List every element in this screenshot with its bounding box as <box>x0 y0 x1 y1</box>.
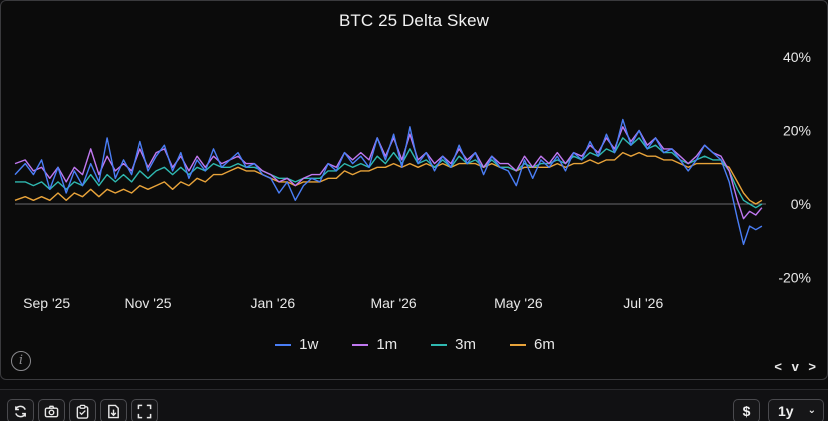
chevron-down-icon: ⌄ <box>807 405 816 416</box>
chart-svg: 40% 20% 0% -20% Sep '25 Nov '25 Jan '26 Mar '26… <box>14 49 811 311</box>
download-button[interactable] <box>100 399 127 421</box>
legend-label: 1w <box>299 336 319 353</box>
legend-label: 3m <box>455 336 477 353</box>
refresh-icon <box>15 405 26 417</box>
chart-legend: 1w 1m 3m 6m <box>1 336 828 353</box>
info-icon[interactable]: i <box>11 351 31 371</box>
legend-label: 6m <box>534 336 555 353</box>
legend-label: 1m <box>376 336 398 353</box>
series-line-3m <box>15 137 763 209</box>
x-tick-label: Mar '26 <box>370 295 416 311</box>
screenshot-button[interactable] <box>38 399 65 421</box>
legend-swatch <box>510 343 527 346</box>
x-tick-label: Sep '25 <box>23 295 70 311</box>
x-tick-label: Jul '26 <box>623 295 663 311</box>
chart-panel: BTC 25 Delta Skew 40% 20% 0% -20% Sep '25 Nov… <box>0 0 828 380</box>
legend-nav-arrows[interactable]: < v > <box>774 359 819 374</box>
y-tick-label: 40% <box>783 49 811 65</box>
currency-toggle-button[interactable]: $ <box>733 399 760 421</box>
chart-toolbar: $ 1y ⌄ <box>0 389 828 421</box>
clipboard-icon <box>76 404 89 419</box>
refresh-button[interactable] <box>7 399 34 421</box>
legend-item-1m[interactable]: 1m <box>352 336 397 353</box>
download-file-icon <box>108 404 119 418</box>
range-select[interactable]: 1y ⌄ <box>768 399 824 421</box>
fullscreen-button[interactable] <box>131 399 158 421</box>
y-tick-label: 0% <box>791 196 811 212</box>
x-tick-label: May '26 <box>494 295 543 311</box>
legend-swatch <box>431 343 448 346</box>
legend-item-6m[interactable]: 6m <box>510 336 555 353</box>
x-tick-label: Jan '26 <box>250 295 295 311</box>
y-tick-label: -20% <box>778 270 811 286</box>
y-tick-label: 20% <box>783 123 811 139</box>
copy-button[interactable] <box>69 399 96 421</box>
series-line-1w <box>14 118 763 246</box>
camera-icon <box>44 405 59 417</box>
fullscreen-icon <box>137 404 152 418</box>
legend-item-1w[interactable]: 1w <box>275 336 318 353</box>
series-line-6m <box>14 151 763 205</box>
series-line-1m <box>14 126 763 220</box>
x-tick-label: Nov '25 <box>124 295 171 311</box>
chart-title: BTC 25 Delta Skew <box>338 11 490 30</box>
legend-swatch <box>352 343 369 346</box>
range-select-value: 1y <box>778 403 794 419</box>
legend-swatch <box>275 343 292 346</box>
legend-item-3m[interactable]: 3m <box>431 336 476 353</box>
